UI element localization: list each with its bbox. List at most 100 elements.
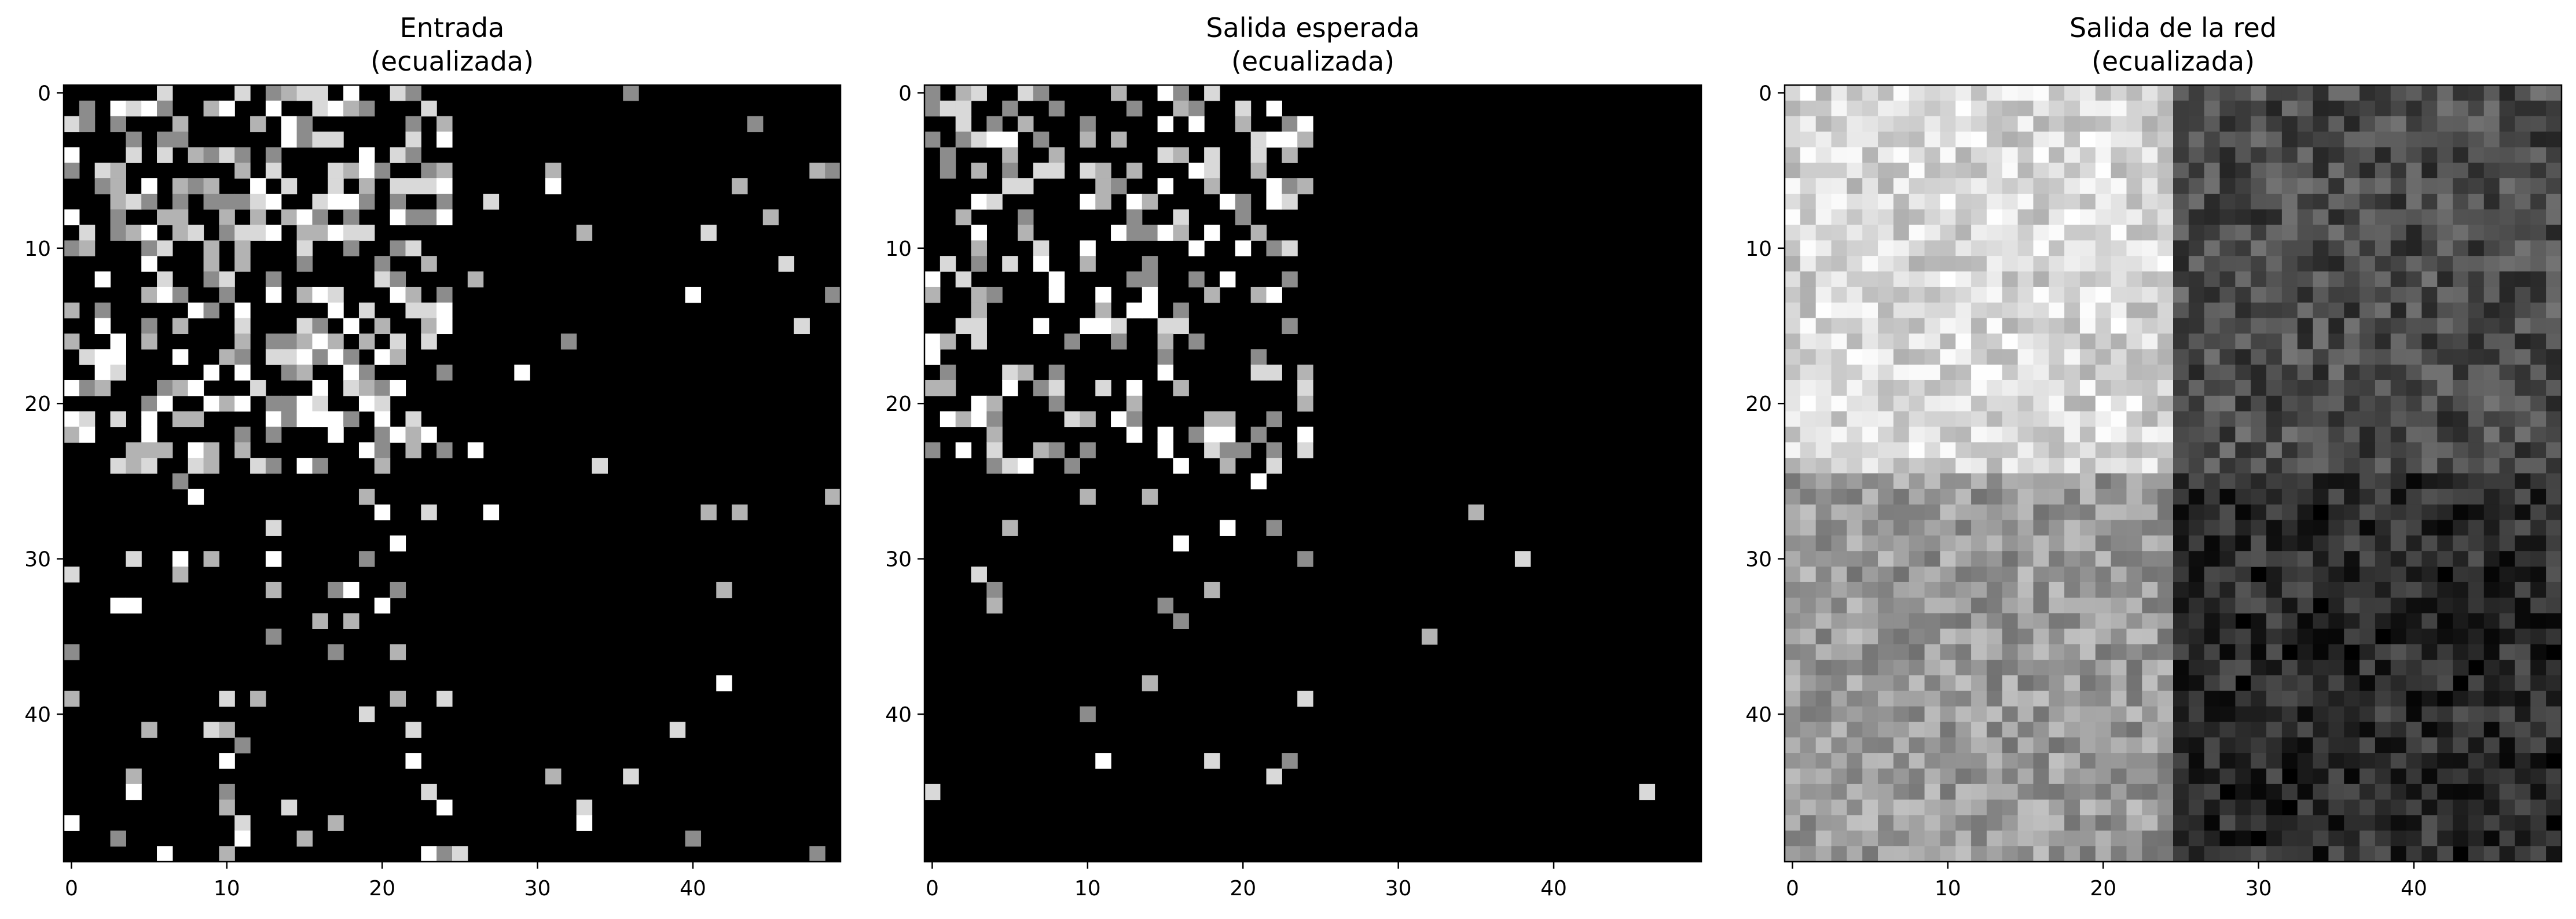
heatmap-cell (2281, 209, 2298, 226)
heatmap-cell (436, 799, 453, 816)
heatmap-cell (2375, 100, 2391, 117)
heatmap-cell (2033, 411, 2049, 428)
heatmap-cell (2017, 722, 2034, 738)
heatmap-cell (2390, 442, 2407, 458)
heatmap-cell (2421, 271, 2438, 288)
heatmap-cell (2251, 380, 2267, 396)
heatmap-cell (141, 458, 157, 474)
heatmap-cell (1785, 722, 1801, 738)
heatmap-cell (2188, 722, 2205, 738)
heatmap-cell (2406, 458, 2423, 474)
heatmap-cell (2406, 178, 2423, 194)
heatmap-cell (2126, 799, 2142, 816)
heatmap-cell (203, 395, 219, 412)
heatmap-cell (2406, 815, 2423, 831)
heatmap-cell (2219, 318, 2236, 334)
heatmap-cell (1878, 271, 1894, 288)
heatmap-cell (2095, 349, 2112, 365)
heatmap-cell (312, 395, 328, 412)
heatmap-cell (1188, 163, 1205, 179)
heatmap-cell (1204, 225, 1220, 241)
heatmap-cell (2375, 302, 2391, 319)
heatmap-cell (1893, 395, 1910, 412)
heatmap-cell (2173, 488, 2189, 505)
heatmap-cell (2173, 597, 2189, 614)
heatmap-cell (1204, 753, 1220, 769)
heatmap-cell (2111, 365, 2127, 381)
heatmap-cell (1971, 427, 1987, 443)
heatmap-cell (2049, 551, 2065, 567)
heatmap-cell (1986, 271, 2003, 288)
heatmap-cell (2328, 846, 2344, 862)
heatmap-cell (2126, 520, 2142, 536)
heatmap-cell (1971, 582, 1987, 598)
heatmap-cell (2235, 815, 2251, 831)
heatmap-cell (1800, 178, 1817, 194)
heatmap-cell (2421, 442, 2438, 458)
heatmap-cell (2251, 737, 2267, 753)
heatmap-cell (2360, 753, 2376, 769)
heatmap-cell (2266, 613, 2283, 629)
heatmap-cell (2251, 395, 2267, 412)
heatmap-cell (2142, 799, 2158, 816)
heatmap-cell (219, 209, 235, 226)
heatmap-cell (1815, 784, 1832, 800)
heatmap-cell (2515, 225, 2531, 241)
heatmap-cell (1924, 582, 1940, 598)
heatmap-cell (2530, 535, 2546, 552)
heatmap-cell (971, 131, 987, 148)
heatmap-cell (1847, 395, 1863, 412)
heatmap-cell (1831, 846, 1847, 862)
heatmap-cell (2515, 535, 2531, 552)
heatmap-cell (2421, 582, 2438, 598)
heatmap-cell (2390, 209, 2407, 226)
heatmap-cell (2126, 286, 2142, 303)
heatmap-cell (2468, 535, 2485, 552)
heatmap-cell (2499, 271, 2516, 288)
heatmap-cell (2266, 706, 2283, 723)
heatmap-cell (2002, 380, 2019, 396)
heatmap-cell (2453, 473, 2469, 490)
heatmap-cell (2235, 504, 2251, 521)
heatmap-cell (1126, 225, 1143, 241)
heatmap-cell (1064, 333, 1080, 350)
heatmap-cell (265, 271, 282, 288)
heatmap-cell (110, 830, 126, 847)
heatmap-cell (1297, 395, 1313, 412)
heatmap-cell (1940, 147, 1956, 163)
heatmap-cell (2017, 706, 2034, 723)
heatmap-cell (1831, 178, 1847, 194)
heatmap-cell (2483, 535, 2500, 552)
heatmap-cell (2111, 753, 2127, 769)
heatmap-cell (2344, 271, 2360, 288)
heatmap-cell (1800, 163, 1817, 179)
heatmap-cell (2499, 830, 2516, 847)
heatmap-cell (2002, 628, 2019, 645)
heatmap-cell (1800, 815, 1817, 831)
heatmap-cell (234, 318, 251, 334)
heatmap-cell (2157, 349, 2174, 365)
heatmap-cell (2375, 225, 2391, 241)
heatmap-cell (1909, 442, 1925, 458)
heatmap-cell (2297, 799, 2314, 816)
heatmap-cell (2002, 815, 2019, 831)
heatmap-cell (1971, 737, 1987, 753)
heatmap-cell (1924, 131, 1940, 148)
heatmap-cell (2173, 753, 2189, 769)
heatmap-cell (2111, 551, 2127, 567)
heatmap-cell (64, 411, 80, 428)
heatmap-cell (2079, 411, 2096, 428)
heatmap-cell (2266, 286, 2283, 303)
heatmap-cell (2530, 753, 2546, 769)
heatmap-cell (1971, 784, 1987, 800)
heatmap-cell (2251, 193, 2267, 210)
heatmap-cell (2157, 551, 2174, 567)
heatmap-cell (2142, 551, 2158, 567)
heatmap-cell (1924, 535, 1940, 552)
heatmap-cell (2188, 411, 2205, 428)
heatmap-cell (2142, 286, 2158, 303)
heatmap-cell (2251, 753, 2267, 769)
heatmap-cell (2421, 628, 2438, 645)
heatmap-cell (2360, 380, 2376, 396)
heatmap-cell (2328, 395, 2344, 412)
